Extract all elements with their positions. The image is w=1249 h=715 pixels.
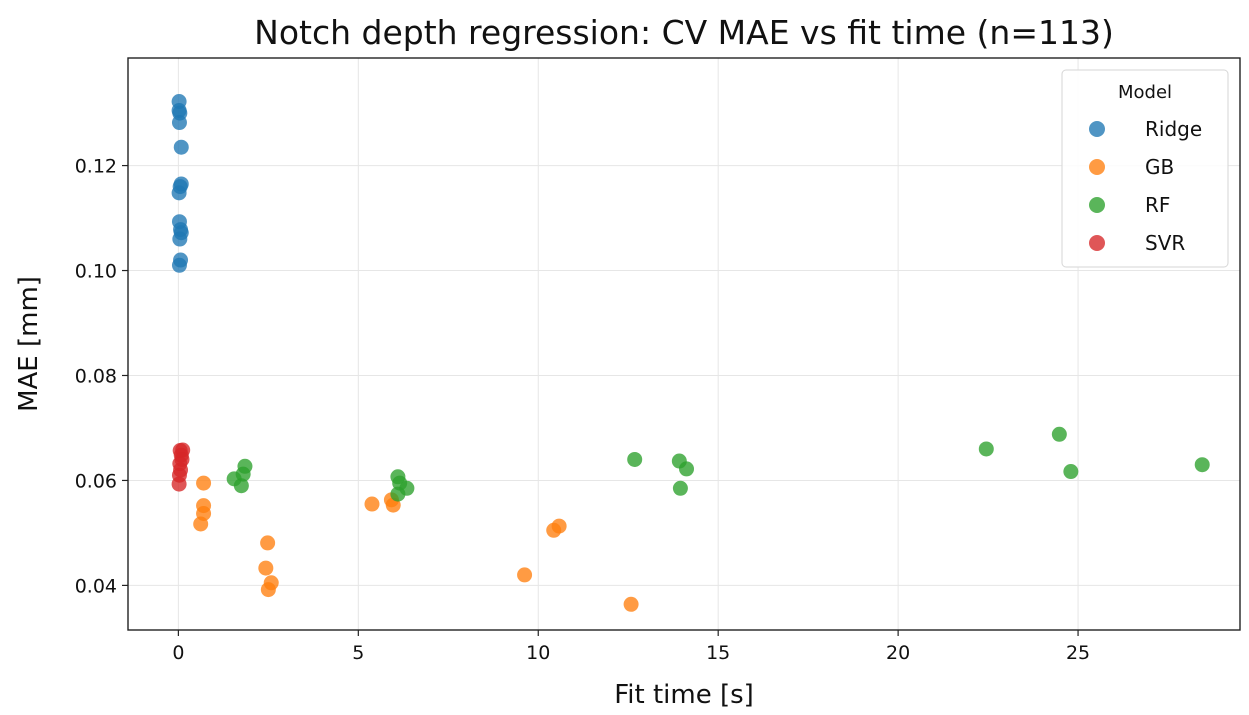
gb-data-point [623,596,639,612]
gb-data-point [260,535,276,551]
x-tick-label: 20 [886,642,910,664]
data-points-layer [171,94,1210,612]
y-tick-label: 0.12 [75,156,117,178]
legend-label-gb: GB [1145,155,1174,179]
gb-data-point [258,560,274,576]
ridge-data-point [172,231,188,247]
ticks-layer: 0 5 10 15 20 25 0.04 0.06 0.08 0.10 0.12 [75,156,1090,664]
legend: Model Ridge GB RF SVR [1061,69,1229,268]
rf-data-point [390,486,406,502]
rf-data-point [978,441,994,457]
legend-marker-gb [1089,159,1105,175]
ridge-data-point [171,115,187,131]
legend-box [1061,69,1229,268]
ridge-data-point [173,139,189,155]
gb-data-point [551,518,567,534]
legend-entries: Ridge GB RF SVR [1089,117,1202,255]
x-tick-label: 0 [172,642,184,664]
legend-label-svr: SVR [1145,231,1185,255]
rf-data-point [237,458,253,474]
plot-area-frame [127,57,1241,631]
ridge-data-point [171,185,187,201]
gb-data-point [193,516,209,532]
gb-data-point [196,475,212,491]
legend-label-ridge: Ridge [1145,117,1202,141]
gb-data-point [517,567,533,583]
y-axis-title: MAE [mm] [14,276,44,412]
rf-data-point [679,461,695,477]
chart-title: Notch depth regression: CV MAE vs fit ti… [254,13,1114,52]
y-tick-label: 0.04 [75,575,117,597]
svr-data-point [171,476,187,492]
legend-marker-svr [1089,235,1105,251]
x-tick-label: 15 [706,642,730,664]
rf-data-point [1051,426,1067,442]
legend-label-rf: RF [1145,193,1170,217]
legend-marker-ridge [1089,121,1105,137]
gb-data-point [364,496,380,512]
legend-title: Model [1118,82,1172,103]
rf-data-point [233,478,249,494]
y-tick-label: 0.08 [75,365,117,387]
rf-data-point [627,451,643,467]
gb-data-point [260,582,276,598]
y-tick-label: 0.06 [75,470,117,492]
rf-data-point [1194,457,1210,473]
x-tick-label: 5 [352,642,364,664]
x-tick-label: 10 [526,642,550,664]
x-axis-title: Fit time [s] [614,680,754,710]
y-tick-label: 0.10 [75,261,117,283]
ridge-data-point [171,257,187,273]
x-tick-label: 25 [1066,642,1090,664]
rf-data-point [1063,464,1079,480]
rf-data-point [672,480,688,496]
legend-marker-rf [1089,197,1105,213]
